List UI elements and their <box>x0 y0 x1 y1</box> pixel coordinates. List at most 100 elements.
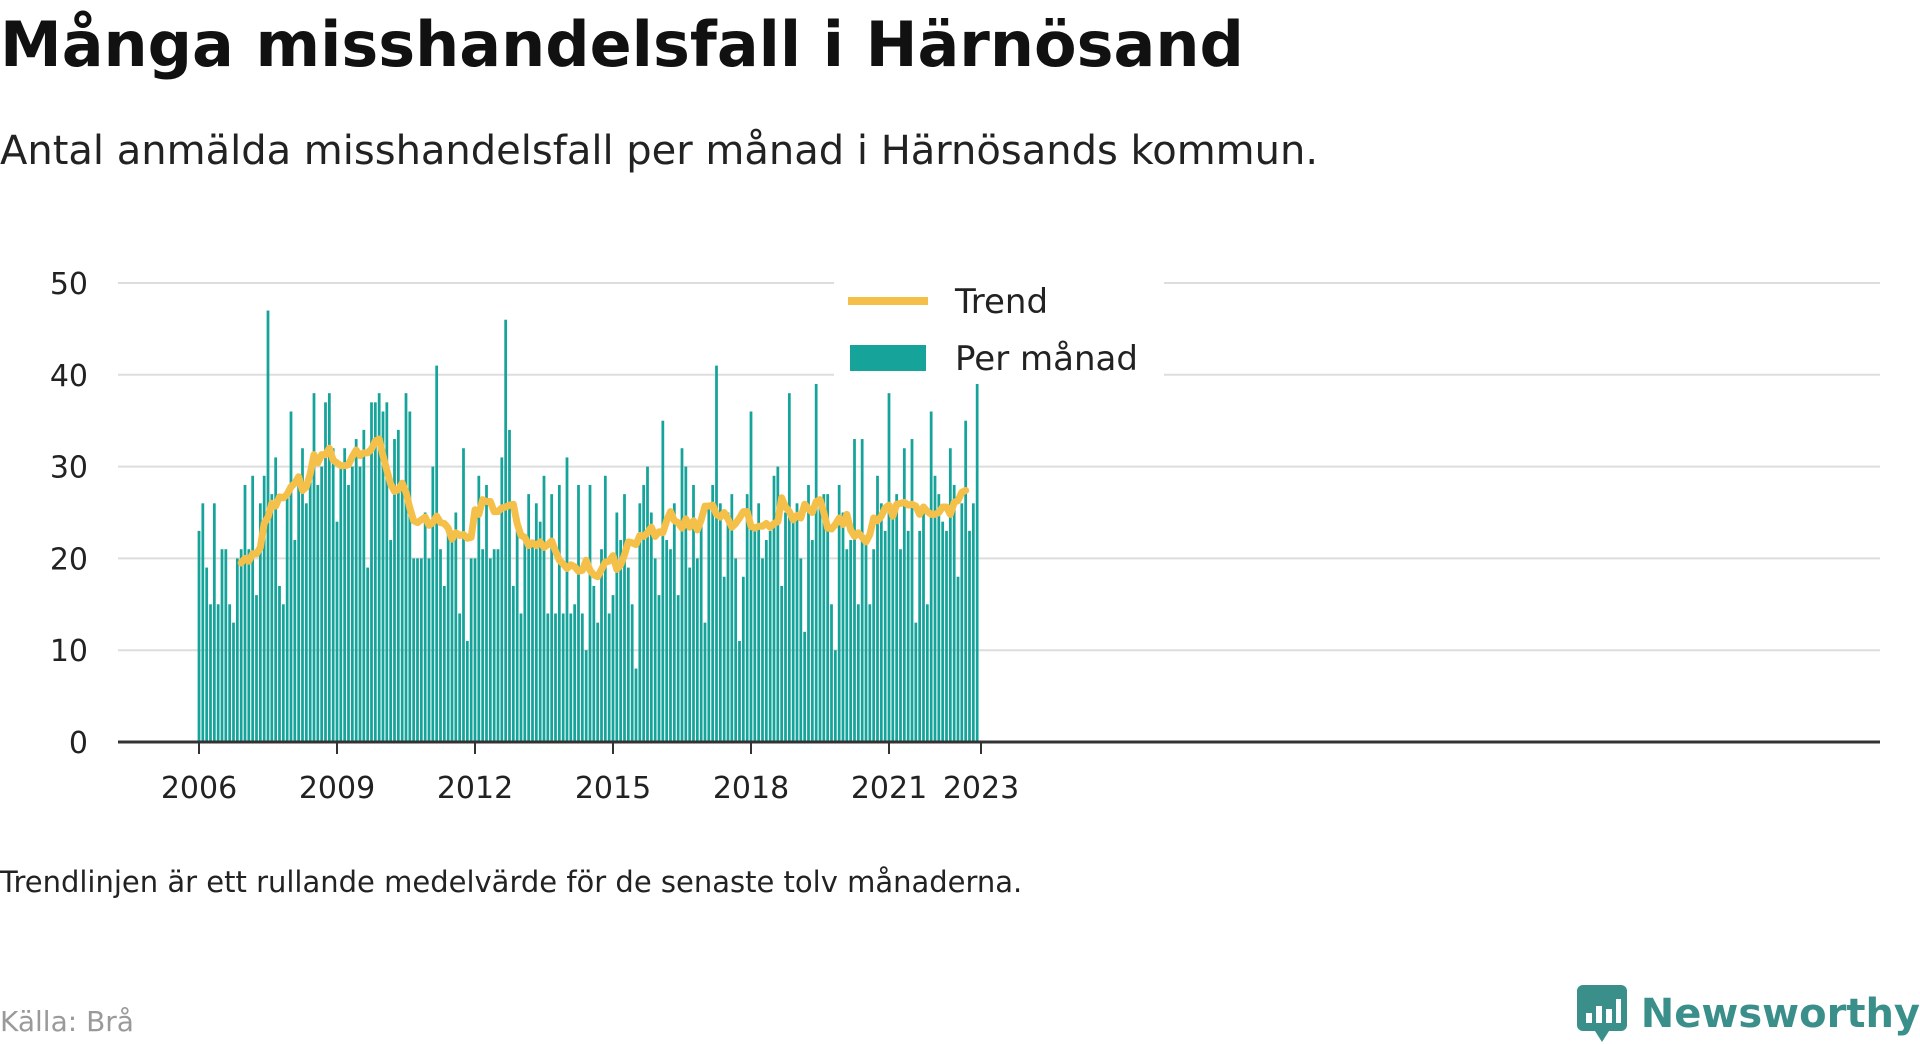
bar <box>933 475 937 742</box>
bar <box>308 466 312 742</box>
bar <box>439 549 442 742</box>
bar <box>546 613 550 742</box>
bar <box>209 604 212 742</box>
bar-chart-speech-bubble-icon <box>1576 985 1627 1042</box>
bar <box>872 549 876 742</box>
x-tick-label: 2006 <box>161 771 237 806</box>
bar <box>327 393 331 742</box>
x-tick-label: 2021 <box>851 771 927 806</box>
bar <box>224 549 228 742</box>
bar <box>588 484 592 742</box>
bar <box>918 530 922 742</box>
bar <box>496 549 500 742</box>
bar <box>787 393 791 742</box>
bar <box>592 585 596 742</box>
bar <box>350 466 354 742</box>
bar <box>561 613 565 742</box>
bar <box>454 512 458 742</box>
bar <box>258 503 262 742</box>
bar <box>519 613 523 742</box>
bar <box>600 549 603 742</box>
bar <box>485 484 488 742</box>
bar <box>431 466 435 742</box>
bar <box>753 530 757 742</box>
bar <box>745 494 749 742</box>
bar <box>473 558 477 742</box>
bar <box>780 585 784 742</box>
bar <box>603 475 607 742</box>
bar <box>968 530 971 742</box>
y-tick-label: 10 <box>50 634 88 669</box>
legend: Trend Per månad <box>834 276 1164 384</box>
bar <box>531 540 534 742</box>
bar <box>837 484 841 742</box>
bar <box>845 549 849 742</box>
bar <box>672 503 676 742</box>
bar <box>738 641 741 742</box>
bar <box>692 484 695 742</box>
bar <box>772 475 776 742</box>
bar <box>734 558 738 742</box>
bar <box>971 503 975 742</box>
gridlines <box>118 282 1880 652</box>
bar <box>205 567 209 742</box>
y-tick-label: 30 <box>50 451 88 486</box>
bar <box>212 503 216 742</box>
bar <box>630 604 634 742</box>
bar <box>757 503 761 742</box>
bar <box>925 604 929 742</box>
bar <box>899 549 902 742</box>
bar <box>730 494 734 742</box>
bar <box>347 484 350 742</box>
bar <box>623 494 626 742</box>
monthly-bars <box>197 310 979 742</box>
bar <box>538 521 542 742</box>
bar <box>876 475 879 742</box>
bar <box>331 448 335 742</box>
bar <box>922 512 925 742</box>
bar <box>937 494 941 742</box>
bar <box>228 604 232 742</box>
x-tick-label: 2012 <box>437 771 513 806</box>
bar <box>281 604 285 742</box>
bar <box>554 613 557 742</box>
bar <box>914 622 918 742</box>
bar <box>266 310 270 742</box>
bar <box>849 540 853 742</box>
bar <box>370 402 373 742</box>
bar <box>354 439 358 742</box>
bar <box>868 604 872 742</box>
bar <box>343 448 347 742</box>
bar <box>895 494 899 742</box>
bar <box>741 576 745 742</box>
bar <box>764 540 768 742</box>
bar <box>197 530 201 742</box>
bar <box>776 466 780 742</box>
bar <box>469 558 473 742</box>
bar <box>864 540 868 742</box>
bar <box>481 549 485 742</box>
x-tick-label: 2015 <box>575 771 651 806</box>
bar <box>814 383 818 742</box>
bar <box>324 402 327 742</box>
bar <box>791 521 795 742</box>
bar <box>707 503 711 742</box>
bar <box>408 411 412 742</box>
bar <box>803 631 807 742</box>
bar <box>301 448 304 742</box>
bar <box>891 512 895 742</box>
bar <box>320 466 324 742</box>
bar <box>726 512 730 742</box>
bar <box>856 604 860 742</box>
legend-bars-label: Per månad <box>955 339 1138 379</box>
bar <box>699 512 703 742</box>
bar <box>688 567 692 742</box>
bar <box>373 402 377 742</box>
bar <box>975 365 979 742</box>
bar <box>584 650 588 742</box>
bar <box>416 558 419 742</box>
bar <box>450 530 454 742</box>
bar <box>619 540 623 742</box>
bar <box>412 558 416 742</box>
bar <box>642 484 646 742</box>
